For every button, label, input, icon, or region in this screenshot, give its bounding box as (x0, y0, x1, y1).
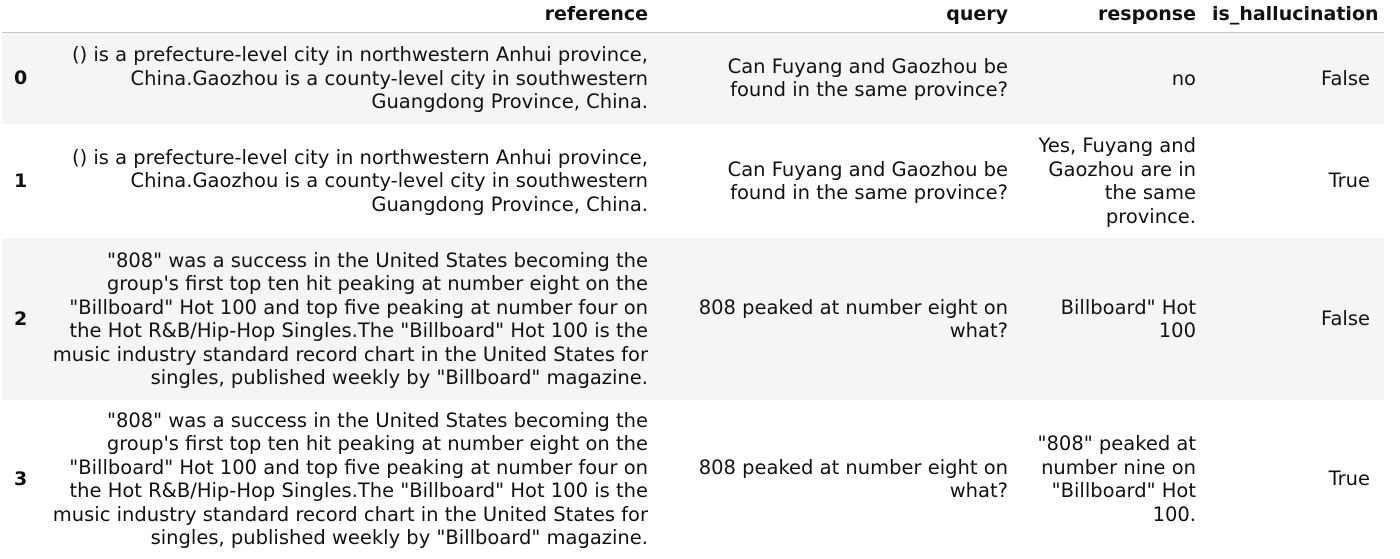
cell-response: Billboard" Hot 100 (1060, 295, 1196, 343)
cell-response: "808" peaked at number nine on "Billboar… (1037, 432, 1196, 526)
row-index: 0 (14, 67, 28, 90)
column-header-response: response (1022, 0, 1212, 33)
cell-is-hallucination: False (1321, 307, 1370, 331)
cell-query: Can Fuyang and Gaozhou be found in the s… (727, 54, 1008, 102)
column-header-reference: reference (42, 0, 662, 33)
table-row: 0 () is a prefecture-level city in north… (2, 32, 1384, 124)
cell-query: Can Fuyang and Gaozhou be found in the s… (727, 157, 1008, 205)
cell-reference: () is a prefecture-level city in northwe… (71, 145, 648, 216)
cell-is-hallucination: True (1328, 169, 1370, 193)
row-index: 2 (14, 308, 28, 330)
cell-response: Yes, Fuyang and Gaozhou are in the same … (1038, 134, 1197, 228)
row-index: 1 (14, 170, 28, 192)
index-header (2, 0, 42, 33)
cell-query: 808 peaked at number eight on what? (698, 455, 1008, 503)
header-row: reference query response is_hallucinatio… (2, 0, 1384, 33)
cell-is-hallucination: True (1328, 467, 1370, 491)
column-header-is-hallucination: is_hallucination (1212, 0, 1384, 33)
table-row: 1 () is a prefecture-level city in north… (2, 124, 1384, 238)
cell-response: no (1171, 66, 1196, 90)
row-index: 3 (14, 468, 28, 490)
cell-is-hallucination: False (1321, 66, 1370, 90)
column-header-query: query (662, 0, 1022, 33)
cell-reference: "808" was a success in the United States… (52, 408, 648, 550)
cell-reference: "808" was a success in the United States… (52, 248, 648, 390)
cell-reference: () is a prefecture-level city in northwe… (71, 43, 648, 113)
table-row: 3 "808" was a success in the United Stat… (2, 400, 1384, 558)
table-row: 2 "808" was a success in the United Stat… (2, 238, 1384, 400)
cell-query: 808 peaked at number eight on what? (698, 295, 1008, 343)
table-body: 0 () is a prefecture-level city in north… (2, 32, 1384, 558)
table-header: reference query response is_hallucinatio… (2, 0, 1384, 33)
